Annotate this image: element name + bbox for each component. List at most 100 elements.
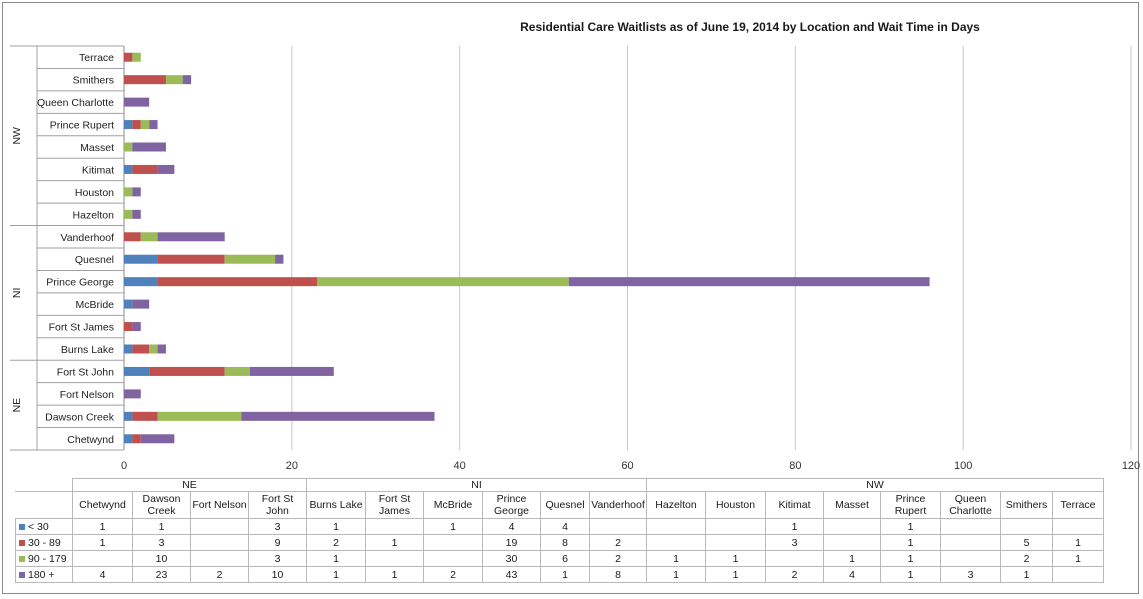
table-cell: 2	[423, 566, 483, 583]
x-tick-label: 80	[789, 460, 801, 472]
bar-segment	[132, 344, 150, 354]
table-cell: 9	[248, 534, 307, 551]
bar-segment	[149, 120, 158, 130]
x-tick-label: 40	[454, 460, 466, 472]
category-label: Queen Charlotte	[37, 97, 114, 109]
table-cell: 1	[880, 566, 941, 583]
table-cell: 4	[482, 518, 541, 535]
table-cell: 1	[1052, 550, 1104, 567]
table-category-header: Kitimat	[765, 491, 824, 519]
bar-segment	[124, 434, 133, 444]
category-label: Vanderhoof	[60, 232, 114, 244]
table-cell	[72, 550, 133, 567]
bar-segment	[140, 120, 150, 130]
table-cell: 1	[365, 534, 424, 551]
table-cell	[823, 534, 881, 551]
bar-segment	[124, 389, 141, 399]
table-cell	[190, 518, 249, 535]
table-legend-cell: 180 +	[15, 566, 73, 583]
table-cell: 1	[705, 550, 766, 567]
table-cell: 3	[132, 534, 191, 551]
table-cell: 1	[880, 550, 941, 567]
bar-segment	[224, 366, 250, 376]
bar-segment	[275, 254, 284, 264]
table-cell: 1	[365, 566, 424, 583]
table-cell: 1	[646, 566, 706, 583]
table-cell: 1	[306, 566, 366, 583]
table-cell: 6	[540, 550, 590, 567]
table-cell: 1	[306, 550, 366, 567]
category-label: Prince Rupert	[50, 120, 114, 132]
bar-segment	[165, 75, 183, 85]
table-cell: 4	[823, 566, 881, 583]
table-row: 180 +4 23 2 10 1 1 2 43 1 8 1 1 2 4 1 3 1	[15, 566, 1104, 583]
table-category-header: Queen Charlotte	[940, 491, 1001, 519]
table-cell	[365, 518, 424, 535]
legend-label: 30 - 89	[28, 536, 61, 549]
legend-label: < 30	[28, 520, 49, 533]
category-label: Masset	[80, 142, 114, 154]
bar-segment	[568, 277, 930, 287]
table-cell	[705, 534, 766, 551]
chart-plot: Residential Care Waitlists as of June 19…	[10, 20, 1140, 472]
bar-segment	[157, 344, 166, 354]
table-category-header: Fort St John	[248, 491, 307, 519]
table-category-header: Houston	[705, 491, 766, 519]
category-label: Prince George	[46, 277, 114, 289]
bar-segment	[182, 75, 192, 85]
group-label: NW	[11, 127, 23, 145]
table-category-header: Dawson Creek	[132, 491, 191, 519]
table-category-header: Burns Lake	[306, 491, 366, 519]
table-cell: 1	[705, 566, 766, 583]
table-cell: 4	[72, 566, 133, 583]
bar-segment	[132, 142, 166, 152]
table-corner	[15, 491, 73, 519]
table-cell	[1052, 566, 1104, 583]
bar-segment	[140, 434, 175, 444]
bar-segment	[124, 322, 133, 332]
table-cell	[589, 518, 647, 535]
category-label: Smithers	[73, 75, 114, 87]
bar-segment	[124, 164, 133, 174]
table-cell: 1	[72, 518, 133, 535]
legend-key	[19, 555, 25, 562]
bar-segment	[132, 322, 141, 332]
table-cell	[940, 534, 1001, 551]
legend-label: 180 +	[28, 568, 55, 581]
x-tick-label: 60	[621, 460, 633, 472]
table-category-header: McBride	[423, 491, 483, 519]
table-category-header: Fort Nelson	[190, 491, 249, 519]
table-cell: 1	[880, 534, 941, 551]
bar-segment	[124, 187, 133, 197]
table-cell: 1	[1052, 534, 1104, 551]
table-cell: 1	[423, 518, 483, 535]
chart-title: Residential Care Waitlists as of June 19…	[520, 20, 980, 34]
table-row: < 30 1 1 3 1 1 4 4 1 1	[15, 518, 1104, 535]
category-label: Terrace	[79, 52, 114, 64]
table-legend-cell: 30 - 89	[15, 534, 73, 551]
table-category-header: Vanderhoof	[589, 491, 647, 519]
bar-segment	[157, 411, 242, 421]
table-cell: 30	[482, 550, 541, 567]
bar-segment	[124, 299, 133, 309]
bar-segment	[317, 277, 569, 287]
bar-segment	[224, 254, 276, 264]
legend-key	[19, 539, 25, 546]
category-label: Kitimat	[82, 164, 114, 176]
table-cell: 10	[132, 550, 191, 567]
table-category-header: Prince Rupert	[880, 491, 941, 519]
table-cell: 1	[765, 518, 824, 535]
bar-segment	[157, 232, 225, 242]
table-cell	[940, 550, 1001, 567]
table-cell: 10	[248, 566, 307, 583]
category-label: Fort St James	[49, 322, 114, 334]
x-tick-label: 120	[1122, 460, 1140, 472]
bar-segment	[124, 254, 158, 264]
table-cell: 2	[190, 566, 249, 583]
table-cell: 3	[765, 534, 824, 551]
table-row: 90 - 179 10 3 1 30 6 2 1 1 1 1 2 1	[15, 550, 1104, 567]
bar-segment	[157, 277, 318, 287]
table-cell: 5	[1000, 534, 1053, 551]
table-cell: 19	[482, 534, 541, 551]
group-label: NI	[11, 288, 23, 299]
